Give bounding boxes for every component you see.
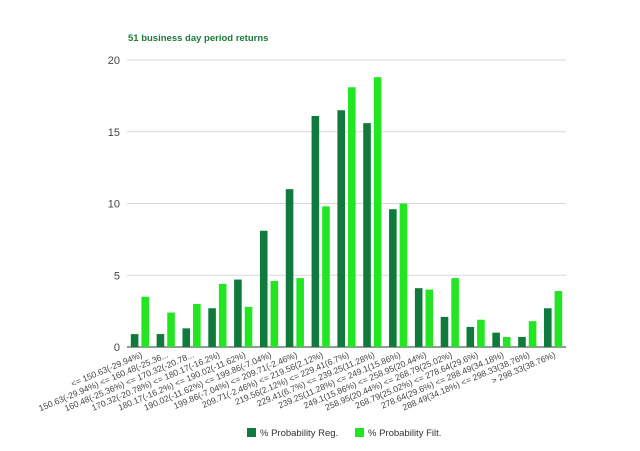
bar-reg bbox=[156, 334, 165, 347]
gridlines bbox=[127, 59, 566, 348]
bar-filt bbox=[244, 306, 253, 347]
bar-reg bbox=[363, 123, 371, 347]
bar-filt bbox=[554, 291, 563, 347]
bar-filt bbox=[451, 278, 459, 347]
bar-reg bbox=[130, 334, 139, 347]
bar-reg bbox=[440, 316, 449, 347]
y-tick-label: 10 bbox=[108, 199, 120, 211]
legend: % Probability Reg. % Probability Filt. bbox=[247, 428, 441, 439]
y-tick-label: 20 bbox=[108, 55, 120, 67]
bar-filt bbox=[141, 296, 150, 347]
bar-reg bbox=[208, 308, 216, 347]
chart-title: 51 business day period returns bbox=[128, 33, 269, 44]
bar-reg bbox=[311, 115, 320, 347]
bar-filt bbox=[218, 283, 227, 347]
bar-filt bbox=[425, 289, 434, 347]
bar-filt bbox=[296, 278, 304, 347]
bar-reg bbox=[518, 336, 526, 347]
x-axis-ticks: <= 150.63(-29.94%)150.63(-29.94%) <= 160… bbox=[37, 350, 557, 414]
bar-reg bbox=[337, 110, 345, 347]
legend-label: % Probability Reg. bbox=[260, 428, 338, 439]
bar-filt bbox=[477, 319, 485, 347]
bar-filt bbox=[502, 336, 511, 347]
bar-reg bbox=[182, 328, 191, 347]
y-tick-label: 15 bbox=[108, 127, 120, 139]
bar-reg bbox=[414, 288, 423, 347]
legend-swatch bbox=[355, 428, 364, 437]
legend-label: % Probability Filt. bbox=[368, 428, 441, 439]
bar-reg bbox=[389, 209, 397, 347]
bar-reg bbox=[259, 230, 268, 347]
bar-filt bbox=[348, 87, 356, 347]
y-axis-ticks: 0 5 10 15 20 bbox=[108, 55, 120, 354]
bar-filt bbox=[528, 321, 537, 347]
legend-swatch bbox=[247, 428, 256, 437]
y-tick-label: 0 bbox=[114, 342, 120, 354]
bar-filt bbox=[167, 312, 175, 347]
bar-reg bbox=[234, 279, 242, 347]
bar-reg bbox=[285, 189, 294, 347]
bar-filt bbox=[270, 280, 279, 347]
bar-filt bbox=[373, 77, 382, 347]
bar-reg bbox=[543, 308, 552, 347]
bar-filt bbox=[322, 206, 330, 347]
bar-reg bbox=[466, 326, 475, 347]
bar-filt bbox=[193, 303, 201, 347]
bars bbox=[130, 77, 563, 347]
bar-reg bbox=[492, 332, 500, 347]
bar-filt bbox=[399, 203, 408, 347]
y-tick-label: 5 bbox=[114, 270, 120, 282]
